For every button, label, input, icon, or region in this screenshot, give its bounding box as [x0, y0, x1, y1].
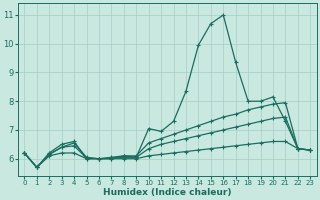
- X-axis label: Humidex (Indice chaleur): Humidex (Indice chaleur): [103, 188, 232, 197]
